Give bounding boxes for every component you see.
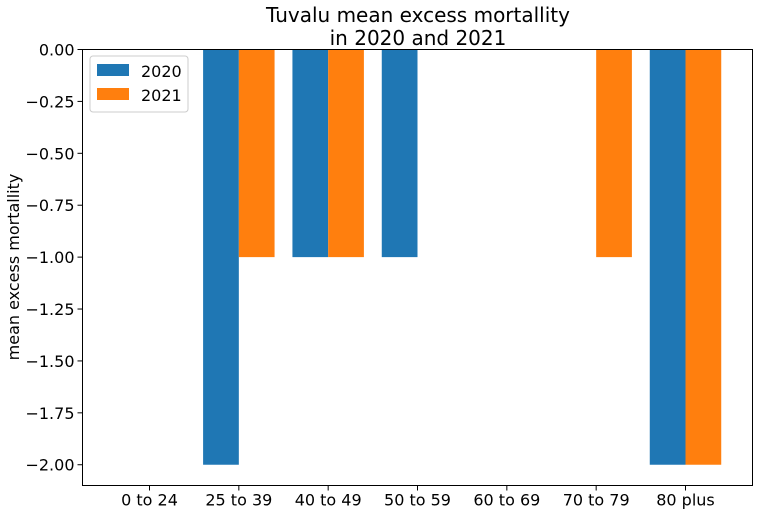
bars-group — [203, 49, 722, 465]
y-ticks-group: 0.00 −0.25 −0.50 −0.75 −1.00 −1.25 −1.50 −1.75 −… — [25, 41, 83, 475]
x-tick-label: 40 to 49 — [295, 491, 362, 510]
x-tick-label: 0 to 24 — [121, 491, 178, 510]
legend-label-2021: 2021 — [141, 86, 182, 105]
y-tick-label: −0.75 — [25, 196, 74, 215]
plot-frame — [82, 49, 753, 486]
bar-2020-25-to-39 — [203, 49, 239, 465]
x-tick-label: 25 to 39 — [205, 491, 272, 510]
bar-2021-80-plus — [685, 49, 722, 465]
x-tick-label: 60 to 69 — [473, 491, 540, 510]
x-tick-label: 50 to 59 — [384, 491, 451, 510]
chart-title-line-1: Tuvalu mean excess mortallity — [265, 3, 570, 27]
y-tick-label: −0.50 — [25, 144, 74, 163]
y-tick-label: 0.00 — [39, 41, 75, 60]
y-tick-label: −1.75 — [25, 404, 74, 423]
chart-title-line-2: in 2020 and 2021 — [330, 26, 507, 50]
bar-2020-80-plus — [649, 49, 686, 465]
y-tick-label: −1.00 — [25, 248, 74, 267]
x-tick-label: 70 to 79 — [563, 491, 630, 510]
y-tick-label: −2.00 — [25, 456, 74, 475]
bar-2021-40-to-49 — [328, 49, 364, 258]
y-axis-label: mean excess mortallity — [4, 174, 23, 361]
y-tick-label: −1.25 — [25, 300, 74, 319]
legend: 2020 2021 — [89, 55, 189, 113]
bar-2020-40-to-49 — [292, 49, 329, 258]
legend-swatch-2020 — [97, 64, 129, 76]
bar-2020-50-to-59 — [381, 49, 418, 258]
x-ticks-group: 0 to 24 25 to 39 40 to 49 50 to 59 60 to 69 7… — [121, 485, 715, 510]
legend-label-2020: 2020 — [141, 62, 182, 81]
legend-swatch-2021 — [97, 88, 129, 100]
y-tick-label: −1.50 — [25, 352, 74, 371]
y-tick-label: −0.25 — [25, 92, 74, 111]
x-tick-label: 80 plus — [656, 491, 715, 510]
bar-2021-25-to-39 — [238, 49, 275, 258]
bar-2021-70-to-79 — [596, 49, 632, 258]
